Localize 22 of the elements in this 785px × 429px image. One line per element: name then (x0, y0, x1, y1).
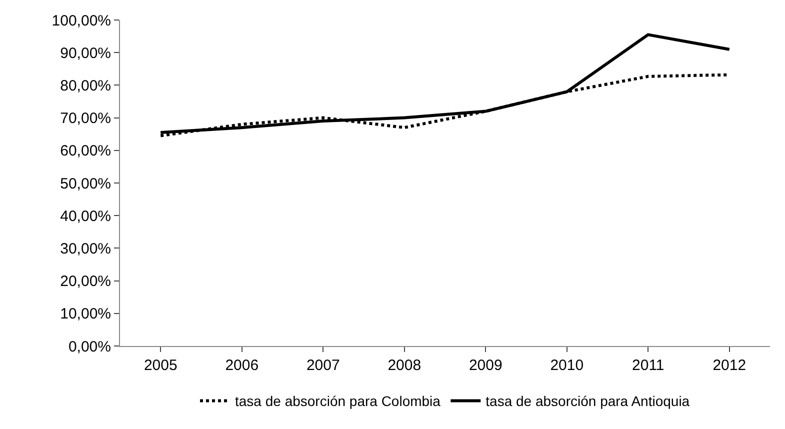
x-tick-label: 2008 (388, 357, 422, 374)
y-tick-label: 50,00% (60, 175, 111, 192)
y-tick-label: 0,00% (68, 338, 111, 356)
y-tick-label: 30,00% (60, 240, 111, 258)
y-tick-label: 20,00% (60, 273, 111, 290)
y-tick-label: 80,00% (60, 77, 111, 94)
y-tick-label: 90,00% (60, 44, 111, 62)
y-tick-label: 100,00% (52, 12, 111, 30)
y-tick-label: 60,00% (60, 142, 111, 160)
x-tick-label: 2009 (468, 357, 502, 374)
legend-label: tasa de absorción para Colombia (235, 393, 441, 410)
y-tick-label: 40,00% (60, 208, 111, 225)
x-tick-label: 2011 (632, 357, 664, 374)
y-tick-label: 10,00% (60, 306, 111, 323)
line-series (159, 33, 731, 134)
y-tick-label: 70,00% (60, 110, 111, 128)
x-tick-label: 2006 (225, 357, 259, 374)
legend-label: tasa de absorción para Antioquia (486, 393, 690, 410)
x-tick-label: 2010 (550, 357, 584, 374)
x-tick-label: 2005 (144, 357, 178, 374)
x-tick-label: 2012 (712, 357, 746, 374)
x-tick-label: 2007 (306, 357, 340, 374)
